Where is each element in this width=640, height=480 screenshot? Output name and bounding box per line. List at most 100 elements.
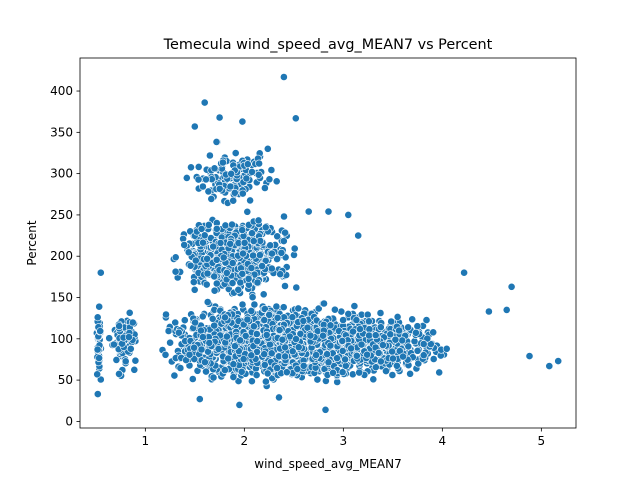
data-point xyxy=(238,117,247,126)
data-point xyxy=(210,272,219,281)
data-point xyxy=(170,371,179,380)
y-axis: 0 50 100 150 200 250 300 350 400 xyxy=(50,84,80,428)
data-point xyxy=(253,278,262,287)
data-point xyxy=(121,357,130,366)
data-point xyxy=(279,303,288,312)
data-point xyxy=(190,122,199,131)
data-point xyxy=(306,331,315,340)
data-point xyxy=(197,345,206,354)
data-point xyxy=(352,316,361,324)
data-point xyxy=(254,170,263,179)
data-point xyxy=(207,194,216,203)
y-tick-label: 50 xyxy=(58,373,73,387)
data-point xyxy=(363,310,372,319)
data-point xyxy=(246,196,254,205)
data-point xyxy=(337,307,346,316)
data-point xyxy=(247,351,256,360)
data-point xyxy=(204,187,213,196)
data-point xyxy=(197,224,206,233)
data-point xyxy=(256,236,265,245)
data-point xyxy=(329,368,337,377)
x-tick-label: 2 xyxy=(241,434,249,448)
data-point xyxy=(389,354,397,363)
data-point xyxy=(341,355,349,364)
data-point xyxy=(209,242,218,251)
data-point xyxy=(291,114,300,123)
data-point xyxy=(398,336,407,345)
data-point xyxy=(288,313,297,322)
data-point xyxy=(333,354,341,363)
data-point xyxy=(344,309,353,318)
chart-title: Temecula wind_speed_avg_MEAN7 vs Percent xyxy=(163,37,493,53)
data-point xyxy=(288,347,297,356)
data-point xyxy=(212,255,221,264)
data-point xyxy=(221,221,230,230)
data-points xyxy=(92,73,563,414)
data-point xyxy=(293,365,302,373)
data-point xyxy=(93,345,102,354)
data-point xyxy=(96,327,105,335)
data-point xyxy=(292,283,301,292)
data-point xyxy=(279,73,288,81)
data-point xyxy=(352,351,361,360)
y-tick-label: 250 xyxy=(50,208,73,222)
data-point xyxy=(376,357,385,366)
x-tick-label: 5 xyxy=(538,434,546,448)
data-point xyxy=(249,251,257,260)
data-point xyxy=(231,149,240,157)
data-point xyxy=(273,313,282,322)
data-point xyxy=(281,343,289,352)
data-point xyxy=(235,400,244,409)
data-point xyxy=(247,264,256,272)
data-point xyxy=(278,335,287,344)
data-point xyxy=(399,352,407,361)
data-point xyxy=(248,293,257,302)
data-point xyxy=(371,331,380,340)
data-point xyxy=(413,346,422,355)
data-point xyxy=(216,238,225,247)
data-point xyxy=(261,223,270,232)
data-point xyxy=(219,253,228,262)
data-point xyxy=(281,282,289,290)
data-point xyxy=(423,334,432,343)
data-point xyxy=(190,285,199,294)
data-point xyxy=(110,340,118,349)
data-point xyxy=(182,173,191,182)
data-point xyxy=(202,367,210,376)
data-point xyxy=(267,264,276,273)
data-point xyxy=(244,274,253,283)
data-point xyxy=(392,361,401,370)
data-point xyxy=(203,269,212,278)
data-point xyxy=(314,304,323,313)
data-point xyxy=(391,335,400,344)
data-point xyxy=(186,261,195,270)
data-point xyxy=(236,336,245,345)
data-point xyxy=(267,166,276,174)
data-point xyxy=(126,344,135,353)
data-point xyxy=(365,331,373,340)
data-point xyxy=(312,351,320,359)
y-tick-label: 100 xyxy=(50,332,73,346)
y-tick-label: 300 xyxy=(50,167,73,181)
data-point xyxy=(238,189,247,198)
data-point xyxy=(247,377,256,386)
data-point xyxy=(222,268,231,277)
y-tick-label: 200 xyxy=(50,249,73,263)
data-point xyxy=(404,323,412,332)
data-point xyxy=(237,367,246,376)
data-point xyxy=(349,327,357,336)
data-point xyxy=(260,350,269,359)
plot-frame xyxy=(79,57,577,429)
data-point xyxy=(243,207,252,216)
x-axis-label: wind_speed_avg_MEAN7 xyxy=(254,457,401,471)
data-point xyxy=(255,159,263,168)
data-point xyxy=(259,290,268,299)
data-point xyxy=(238,300,247,309)
data-point xyxy=(253,337,262,346)
data-point xyxy=(243,160,252,169)
data-point xyxy=(364,317,373,326)
data-point xyxy=(115,322,124,330)
data-point xyxy=(484,307,493,316)
